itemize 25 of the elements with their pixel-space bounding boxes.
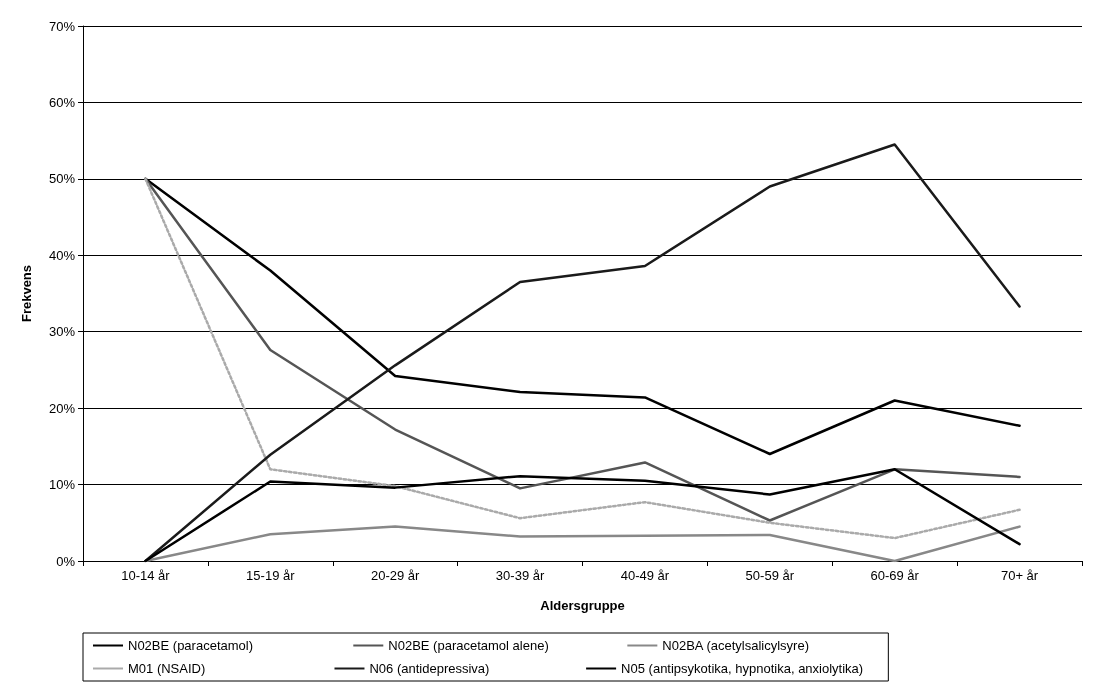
y-tick-label: 20% bbox=[48, 400, 76, 416]
line-series bbox=[144, 525, 1021, 563]
y-tick-label: 60% bbox=[48, 94, 76, 110]
x-tick-label: 70+ år bbox=[1000, 568, 1039, 583]
x-tick-label: 30-39 år bbox=[495, 568, 545, 583]
x-axis-title: Aldersgruppe bbox=[540, 598, 625, 613]
x-tick-label: 50-59 år bbox=[745, 568, 795, 583]
x-tick-label: 20-29 år bbox=[370, 568, 421, 583]
legend-label: N02BA (acetylsalicylsyre) bbox=[662, 638, 878, 653]
x-tick-label: 15-19 år bbox=[246, 568, 296, 583]
y-tick-label: 30% bbox=[48, 324, 76, 340]
x-tick-label: 40-49 år bbox=[620, 568, 670, 583]
y-axis-title: Frekvens bbox=[19, 264, 34, 323]
y-tick-label: 10% bbox=[48, 477, 76, 493]
x-tick-label: 10-14 år bbox=[121, 568, 171, 583]
y-tick-label: 70% bbox=[48, 18, 76, 34]
legend-label: N02BE (paracetamol) bbox=[128, 638, 344, 653]
legend-label: N06 (antidepressiva) bbox=[369, 661, 577, 676]
y-tick-label: 50% bbox=[48, 171, 76, 187]
y-tick-label: 0% bbox=[56, 553, 76, 569]
legend-label: N02BE (paracetamol alene) bbox=[388, 638, 618, 653]
legend-label: N05 (antipsykotika, hypnotika, anxiolytika) bbox=[621, 661, 867, 676]
x-tick-label: 60-69 år bbox=[870, 568, 920, 583]
y-tick-label: 40% bbox=[48, 247, 76, 263]
legend-label: M01 (NSAID) bbox=[128, 661, 325, 676]
